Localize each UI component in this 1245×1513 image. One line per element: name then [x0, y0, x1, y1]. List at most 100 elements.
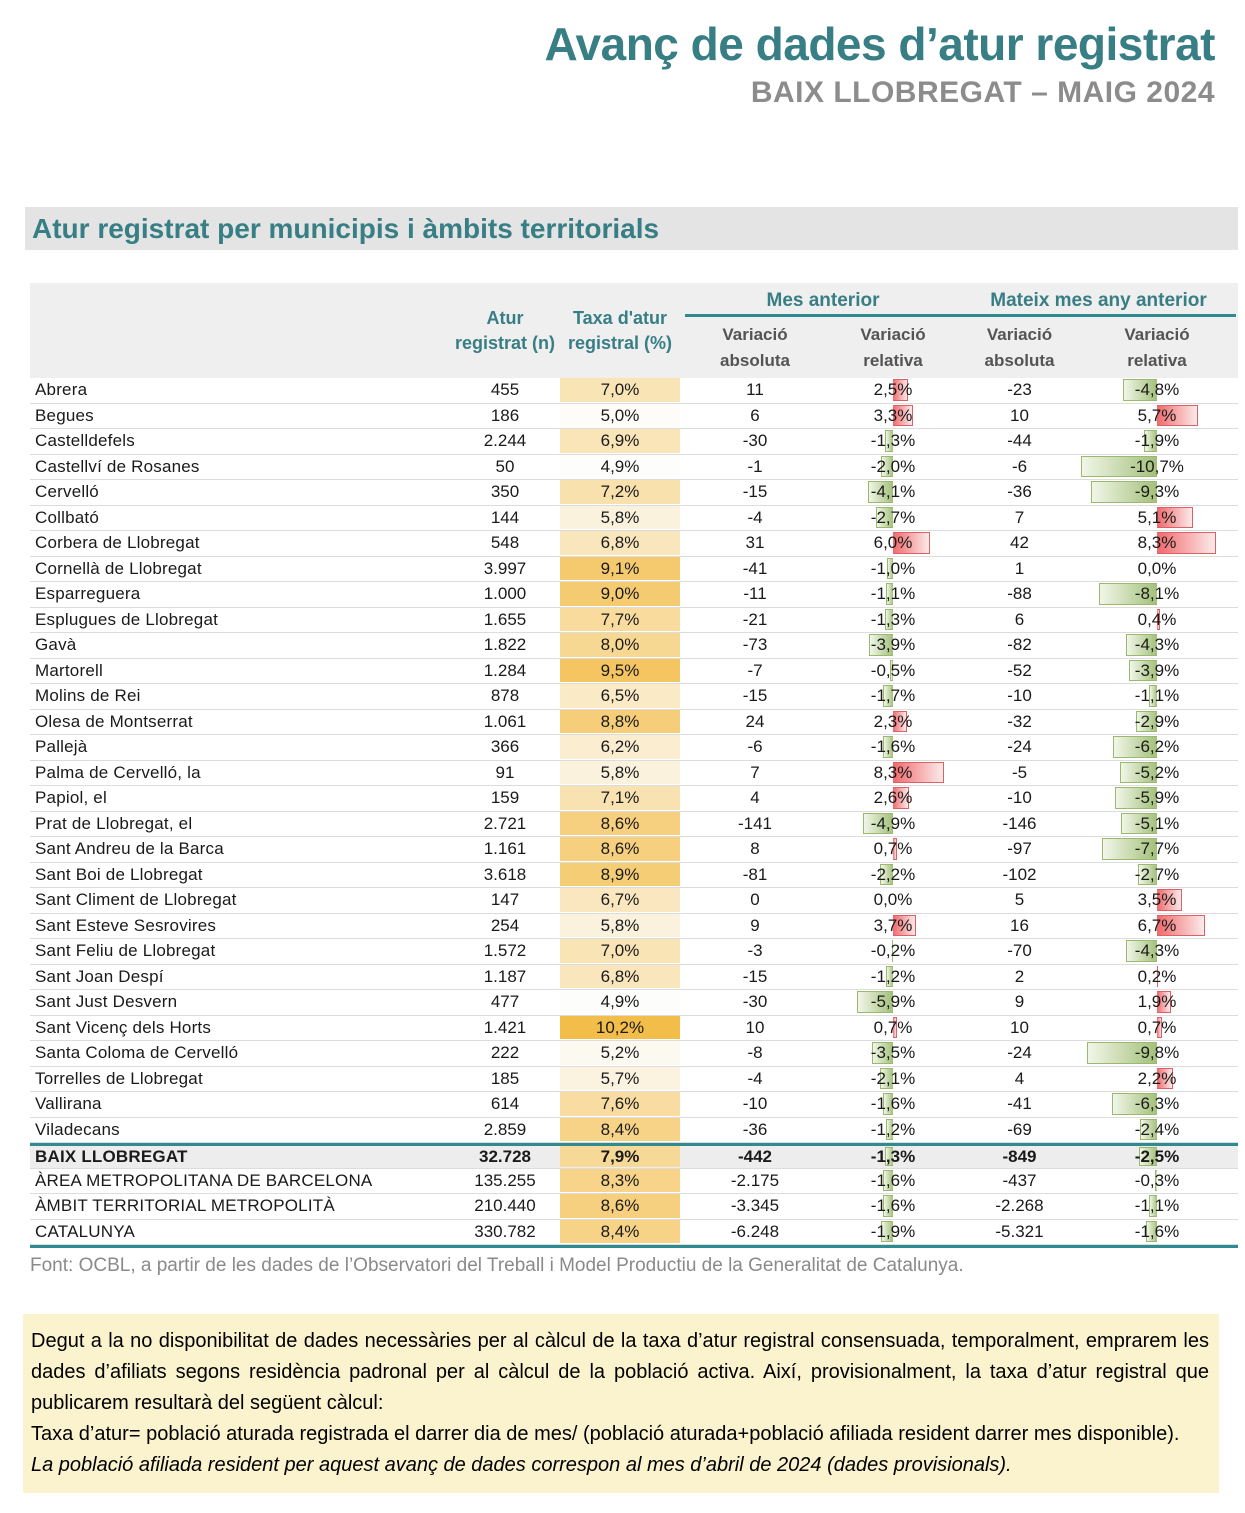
any-anterior-variacio-relativa: -5,2%: [1078, 761, 1236, 786]
note-paragraph: La població afiliada resident per aquest…: [31, 1454, 1012, 1476]
any-anterior-variacio-absoluta: 7: [1014, 507, 1025, 527]
municipality-name: Viladecans: [35, 1119, 120, 1139]
mes-anterior-variacio-relativa: 6,0%: [825, 531, 961, 556]
municipality-name: Gavà: [35, 635, 77, 655]
municipality-name: Castellví de Rosanes: [35, 456, 200, 476]
any-anterior-variacio-relativa: 0,2%: [1137, 965, 1177, 987]
mes-anterior-variacio-absoluta: 6: [750, 405, 760, 425]
table-row: Sant Climent de Llobregat 147 6,7% 0 0,0% 5 3,…: [30, 888, 1238, 914]
taxa-atur-value: 8,6%: [555, 837, 685, 862]
taxa-color-scale-fill: [560, 1092, 680, 1116]
mes-anterior-variacio-absoluta: -21: [742, 609, 768, 629]
mes-anterior-variacio-absoluta: 9: [750, 915, 760, 935]
taxa-color-scale-fill: [560, 862, 680, 886]
atur-registrat-value: 366: [490, 737, 520, 757]
table-row: CATALUNYA 330.782 8,4% -6.248 -1,9% -5.321 -1,…: [30, 1219, 1238, 1245]
taxa-color-scale-fill: [560, 607, 680, 631]
mes-anterior-variacio-absoluta: -11: [743, 584, 767, 604]
atur-registrat-value: 1.284: [483, 660, 527, 680]
any-anterior-variacio-relativa: -5,1%: [1078, 812, 1236, 837]
any-anterior-variacio-absoluta: -41: [1007, 1094, 1032, 1114]
municipality-name: CATALUNYA: [35, 1221, 136, 1241]
municipality-name: Santa Coloma de Cervelló: [35, 1043, 239, 1063]
header-group-mateix-mes: Mateix mes any anterior: [990, 290, 1207, 311]
municipality-name: BAIX LLOBREGAT: [35, 1146, 188, 1166]
taxa-atur-value: 8,6%: [555, 811, 685, 837]
mes-anterior-variacio-relativa: 3,7%: [825, 914, 961, 939]
mes-anterior-variacio-absoluta: -73: [742, 635, 768, 655]
mes-anterior-variacio-relativa: -1,1%: [870, 583, 916, 605]
mes-anterior-variacio-relativa: -3,9%: [869, 634, 916, 656]
any-anterior-variacio-relativa: -1,6%: [1134, 1220, 1180, 1242]
mes-anterior-variacio-relativa: 0,7%: [873, 838, 913, 860]
mes-anterior-variacio-relativa: -0,2%: [870, 940, 916, 962]
mes-anterior-variacio-relativa: -1,0%: [870, 557, 916, 579]
table-row: ÀMBIT TERRITORIAL METROPOLITÀ 210.440 8,6%…: [30, 1194, 1238, 1220]
any-anterior-variacio-absoluta: -10: [1007, 686, 1032, 706]
any-anterior-variacio-absoluta: 16: [1010, 915, 1029, 935]
any-anterior-variacio-relativa: 0,7%: [1137, 1016, 1177, 1038]
any-anterior-variacio-absoluta: -146: [1002, 813, 1037, 833]
any-anterior-variacio-relativa: 3,5%: [1078, 888, 1236, 913]
mes-anterior-variacio-absoluta: 0: [750, 890, 760, 910]
header-group-underline: [685, 314, 1236, 317]
any-anterior-variacio-relativa: -1,1%: [1134, 1195, 1180, 1217]
taxa-color-scale-fill: [560, 1219, 680, 1243]
taxa-color-scale-fill: [560, 1194, 680, 1218]
header-variation-groups: Mes anterior Mateix mes any anterior Var…: [685, 283, 1236, 378]
atur-registrat-value: 2.244: [483, 431, 527, 451]
taxa-atur-value: 4,9%: [555, 454, 685, 480]
taxa-color-scale-fill: [560, 378, 680, 402]
taxa-atur-value: 10,2%: [555, 1015, 685, 1041]
mes-anterior-variacio-absoluta: -10: [742, 1094, 768, 1114]
municipality-name: Cornellà de Llobregat: [35, 558, 202, 578]
municipality-name: ÀREA METROPOLITANA DE BARCELONA: [35, 1170, 373, 1190]
any-anterior-variacio-absoluta: -52: [1007, 660, 1032, 680]
mes-anterior-variacio-absoluta: -30: [742, 992, 768, 1012]
mes-anterior-variacio-relativa: -0,5%: [870, 659, 916, 681]
atur-registrat-value: 185: [490, 1068, 520, 1088]
any-anterior-variacio-absoluta: -5.321: [995, 1221, 1044, 1241]
mes-anterior-variacio-absoluta: 4: [750, 788, 760, 808]
atur-registrat-value: 1.000: [483, 584, 527, 604]
table-row: Molins de Rei 878 6,5% -15 -1,7% -10 -1,1%: [30, 684, 1238, 710]
taxa-color-scale-fill: [560, 1041, 680, 1065]
municipality-name: Olesa de Montserrat: [35, 711, 193, 731]
taxa-color-scale-fill: [560, 990, 680, 1014]
taxa-atur-value: 5,7%: [555, 1066, 685, 1092]
mes-anterior-variacio-absoluta: 8: [750, 839, 760, 859]
any-anterior-variacio-absoluta: 10: [1010, 405, 1029, 425]
header-municipality-column: [30, 283, 455, 378]
atur-registrat-value: 91: [495, 762, 515, 782]
municipality-name: Sant Joan Despí: [35, 966, 164, 986]
any-anterior-variacio-absoluta: -24: [1007, 1043, 1032, 1063]
atur-registrat-value: 3.618: [483, 864, 527, 884]
mes-anterior-variacio-relativa: -1,2%: [870, 1118, 916, 1140]
municipality-name: Sant Just Desvern: [35, 992, 178, 1012]
taxa-color-scale-fill: [560, 505, 680, 529]
document-header: Avanç de dades d’atur registrat BAIX LLO…: [0, 0, 1245, 113]
header-group-mes-anterior: Mes anterior: [766, 290, 880, 311]
atur-registrat-value: 350: [490, 482, 520, 502]
mes-anterior-variacio-absoluta: -81: [742, 864, 768, 884]
taxa-color-scale-fill: [560, 939, 680, 963]
table-row: Sant Boi de Llobregat 3.618 8,9% -81 -2,2% -1…: [30, 862, 1238, 888]
any-anterior-variacio-relativa: -10,7%: [1078, 455, 1236, 480]
mes-anterior-variacio-relativa: 2,3%: [873, 710, 913, 732]
atur-registrat-value: 147: [490, 890, 520, 910]
taxa-atur-value: 5,2%: [555, 1041, 685, 1066]
taxa-atur-value: 4,9%: [555, 990, 685, 1015]
any-anterior-variacio-relativa: -4,8%: [1078, 378, 1236, 403]
table-row: Sant Andreu de la Barca 1.161 8,6% 8 0,7% -97…: [30, 837, 1238, 863]
taxa-atur-value: 9,0%: [555, 582, 685, 607]
atur-registrat-value: 1.061: [483, 711, 527, 731]
mes-anterior-variacio-relativa: -1,6%: [870, 736, 916, 758]
mes-anterior-variacio-relativa: 0,7%: [873, 1016, 913, 1038]
mes-anterior-variacio-absoluta: -4: [747, 507, 763, 527]
methodology-note-box: Degut a la no disponibilitat de dades ne…: [23, 1314, 1219, 1493]
taxa-color-scale-fill: [560, 1066, 680, 1090]
mes-anterior-variacio-relativa: -1,9%: [870, 1220, 916, 1242]
atur-registrat-value: 32.728: [479, 1146, 531, 1166]
any-anterior-variacio-absoluta: -849: [1002, 1146, 1037, 1166]
municipality-name: Sant Esteve Sesrovires: [35, 915, 217, 935]
